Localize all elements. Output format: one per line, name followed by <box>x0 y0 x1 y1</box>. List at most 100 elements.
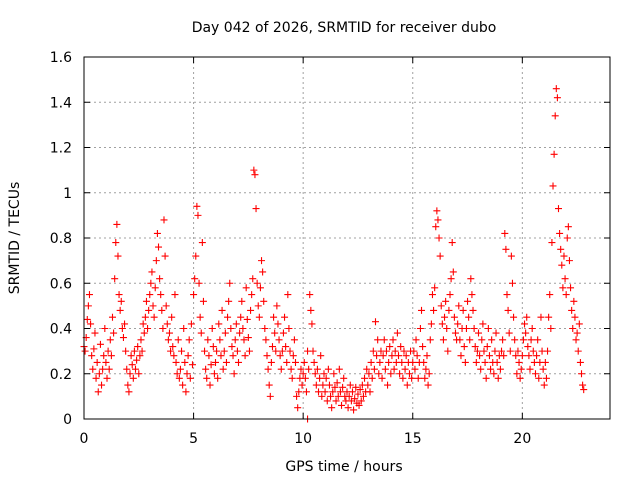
data-point <box>405 370 413 378</box>
data-point <box>397 343 405 351</box>
y-tick-label: 0.2 <box>50 367 72 383</box>
data-point <box>222 358 230 366</box>
data-point <box>457 352 465 360</box>
data-point <box>416 325 424 332</box>
data-point <box>163 320 171 328</box>
data-point <box>133 356 141 364</box>
data-point <box>333 379 341 387</box>
data-point <box>255 313 263 321</box>
data-point <box>540 381 548 389</box>
data-point <box>132 365 140 373</box>
data-point <box>537 313 545 321</box>
data-point <box>262 336 270 344</box>
data-point <box>490 370 498 378</box>
data-point <box>470 325 478 332</box>
data-point <box>99 365 107 373</box>
data-point <box>376 358 384 366</box>
data-point <box>237 313 245 321</box>
data-point <box>165 329 173 337</box>
data-point <box>181 358 189 366</box>
data-point <box>506 347 514 355</box>
data-point <box>182 388 190 396</box>
data-point <box>557 245 565 253</box>
data-point <box>371 318 379 326</box>
data-point <box>241 352 249 360</box>
data-point <box>235 358 243 366</box>
data-point <box>158 306 166 314</box>
data-point <box>502 245 510 253</box>
data-point <box>518 352 526 360</box>
data-point <box>456 336 464 344</box>
data-point <box>153 229 161 237</box>
data-point <box>249 275 257 283</box>
data-point <box>324 365 332 373</box>
data-point <box>220 347 228 355</box>
x-axis-title: GPS time / hours <box>285 459 402 475</box>
data-point <box>175 374 183 382</box>
data-point <box>357 397 365 405</box>
data-point <box>550 150 558 158</box>
data-point <box>94 388 102 396</box>
data-point <box>473 347 481 355</box>
data-point <box>135 370 143 378</box>
data-point <box>384 381 392 389</box>
data-point <box>556 229 564 237</box>
data-point <box>85 291 93 299</box>
data-point <box>87 320 95 328</box>
data-point <box>127 352 135 360</box>
data-point <box>206 381 214 389</box>
data-point <box>436 252 444 260</box>
data-point <box>186 374 194 382</box>
data-point <box>534 336 542 344</box>
data-point <box>313 365 321 373</box>
data-point <box>117 297 125 305</box>
data-point <box>293 392 301 400</box>
data-point <box>400 347 408 355</box>
data-point <box>119 334 127 342</box>
data-point <box>134 343 142 351</box>
data-point <box>195 279 203 287</box>
data-point <box>187 320 195 328</box>
data-point <box>344 404 352 412</box>
data-point <box>170 352 178 360</box>
data-point <box>266 392 274 400</box>
data-point <box>450 313 458 321</box>
data-point <box>267 358 275 366</box>
data-point <box>247 306 255 314</box>
data-point <box>338 401 346 409</box>
data-point <box>231 336 239 344</box>
data-point <box>469 306 477 314</box>
data-point <box>287 365 295 373</box>
data-point <box>161 252 169 260</box>
data-point <box>541 358 549 366</box>
data-point <box>424 381 432 389</box>
data-point <box>140 329 148 337</box>
data-point <box>493 358 501 366</box>
data-point <box>107 352 115 360</box>
data-point <box>548 239 556 247</box>
data-point <box>483 343 491 351</box>
data-point <box>354 390 362 398</box>
data-point <box>439 336 447 344</box>
data-point <box>403 381 411 389</box>
data-point <box>180 325 188 332</box>
data-point <box>564 223 572 231</box>
data-point <box>447 275 455 283</box>
data-point <box>408 374 416 382</box>
data-point <box>364 381 372 389</box>
data-point <box>114 252 122 260</box>
data-point <box>350 406 358 414</box>
data-point <box>366 388 374 396</box>
data-point <box>151 284 159 292</box>
data-point <box>448 239 456 247</box>
data-points <box>80 85 588 423</box>
data-point <box>184 352 192 360</box>
data-point <box>570 297 578 305</box>
data-point <box>275 336 283 344</box>
data-point <box>546 291 554 299</box>
data-point <box>573 329 581 337</box>
data-point <box>351 395 359 403</box>
data-point <box>435 234 443 242</box>
data-point <box>563 234 571 242</box>
data-point <box>365 370 373 378</box>
